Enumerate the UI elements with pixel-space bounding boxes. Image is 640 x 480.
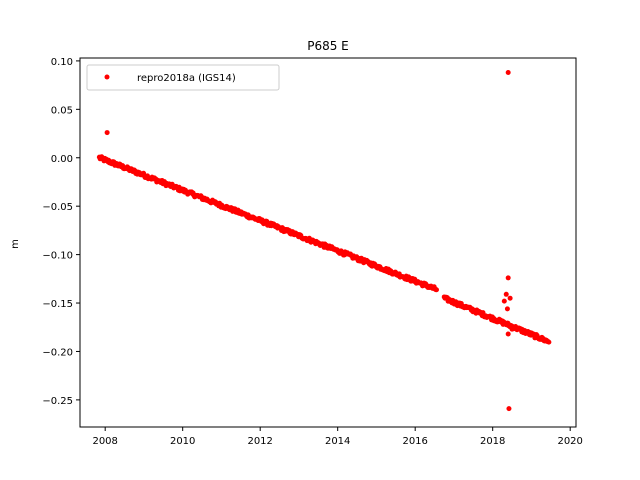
y-tick-label: −0.10 — [42, 251, 73, 262]
y-tick-label: −0.15 — [42, 299, 73, 310]
legend-marker — [104, 74, 110, 80]
x-tick-label: 2014 — [325, 436, 350, 447]
y-tick-label: 0.05 — [51, 105, 73, 116]
legend: repro2018a (IGS14) — [86, 64, 280, 91]
data-points — [96, 70, 552, 412]
data-point — [505, 70, 511, 76]
y-axis: 0.10 0.05 0.00 −0.05 −0.10 −0.15 −0.20 −0.25 — [42, 57, 80, 407]
data-point — [104, 130, 110, 136]
data-point — [509, 326, 515, 332]
x-tick-label: 2016 — [402, 436, 427, 447]
data-point — [434, 287, 439, 293]
data-point — [503, 291, 509, 297]
y-tick-label: 0.00 — [51, 154, 73, 165]
x-axis: 2008 2010 2012 2014 2016 2018 2020 — [92, 427, 583, 447]
data-point — [504, 306, 510, 312]
legend-frame — [86, 64, 280, 91]
x-tick-label: 2012 — [247, 436, 272, 447]
y-axis-label: m — [10, 239, 21, 249]
chart-title: P685 E — [307, 39, 349, 53]
data-point — [507, 295, 513, 301]
y-tick-label: −0.20 — [42, 347, 73, 358]
data-point — [506, 406, 512, 412]
data-point — [505, 275, 511, 281]
y-tick-label: 0.10 — [51, 57, 73, 68]
x-tick-label: 2020 — [557, 436, 582, 447]
data-point — [505, 331, 511, 337]
plot-area — [79, 57, 577, 428]
y-tick-label: −0.05 — [42, 202, 73, 213]
y-tick-label: −0.25 — [42, 396, 73, 407]
data-point — [501, 298, 507, 304]
x-tick-label: 2008 — [92, 436, 117, 447]
data-point — [546, 339, 552, 345]
x-tick-label: 2010 — [170, 436, 195, 447]
x-tick-label: 2018 — [480, 436, 505, 447]
legend-label: repro2018a (IGS14) — [137, 73, 236, 84]
